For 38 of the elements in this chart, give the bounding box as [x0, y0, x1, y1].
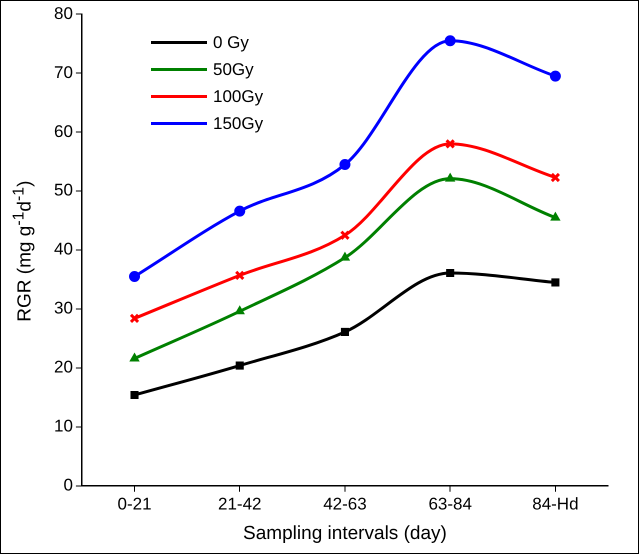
x-tick-label: 42-63 [323, 494, 367, 514]
x-tick-label: 63-84 [428, 494, 472, 514]
point [339, 159, 350, 170]
legend-label: 0 Gy [213, 32, 249, 52]
x-tick-label: 21-42 [218, 494, 262, 514]
y-tick-label: 20 [54, 358, 73, 377]
point [550, 212, 560, 221]
point [446, 268, 454, 278]
point [340, 252, 350, 261]
legend-label: 150Gy [213, 114, 264, 134]
point [234, 206, 246, 217]
y-tick-label: 70 [54, 62, 73, 82]
point [130, 352, 140, 362]
point [550, 70, 561, 82]
point [445, 138, 456, 149]
y-tick-label: 40 [54, 240, 73, 259]
point [445, 173, 456, 182]
x-tick-label: 84-Hd [532, 494, 579, 514]
point [236, 362, 244, 370]
point [130, 390, 139, 400]
x-axis-title: Sampling intervals (day) [243, 522, 447, 544]
y-tick-label: 50 [54, 180, 73, 200]
point [234, 270, 245, 280]
point [129, 271, 140, 282]
point [444, 35, 456, 46]
point [340, 328, 349, 336]
point [551, 278, 560, 286]
point [234, 306, 245, 314]
point [340, 230, 350, 240]
x-tick-label: 0-21 [118, 494, 152, 514]
y-tick-label: 60 [54, 122, 73, 141]
legend-label: 100Gy [213, 86, 264, 106]
point [129, 313, 140, 324]
y-tick-label: 0 [63, 475, 73, 494]
y-tick-label: 10 [54, 416, 73, 436]
y-tick-label: 80 [54, 4, 73, 23]
y-tick-label: 30 [54, 298, 73, 318]
legend-label: 50Gy [213, 60, 254, 80]
